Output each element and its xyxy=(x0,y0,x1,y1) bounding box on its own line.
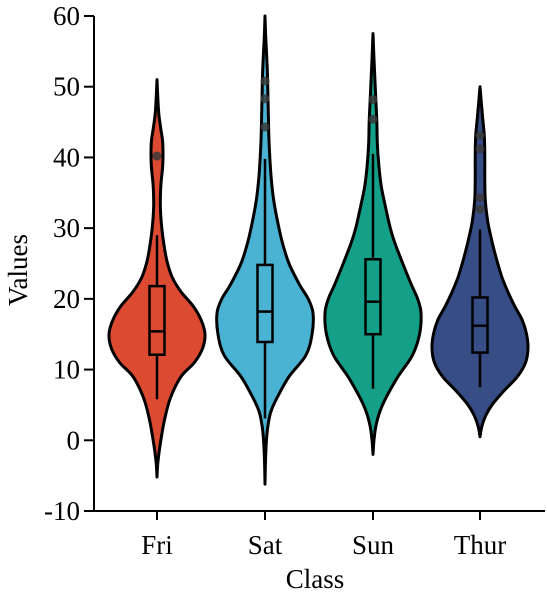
y-tick-label--10: -10 xyxy=(44,496,80,526)
outlier-point-thur-2 xyxy=(475,144,485,154)
outlier-point-thur-0 xyxy=(475,204,485,214)
outlier-point-thur-1 xyxy=(475,193,485,203)
iqr-box-fri xyxy=(148,284,166,356)
x-axis-title: Class xyxy=(286,564,345,594)
x-tick-label-sat: Sat xyxy=(248,530,283,560)
y-tick-label-30: 30 xyxy=(53,213,80,243)
outlier-point-thur-3 xyxy=(475,131,485,141)
y-tick-label-20: 20 xyxy=(53,284,80,314)
y-tick-label-50: 50 xyxy=(53,72,80,102)
outlier-point-sat-1 xyxy=(260,94,270,104)
x-tick-label-sun: Sun xyxy=(352,530,395,560)
y-tick-label-40: 40 xyxy=(53,142,80,172)
outlier-point-fri-0 xyxy=(152,151,162,161)
x-tick-label-thur: Thur xyxy=(454,530,506,560)
violins-layer xyxy=(107,14,530,486)
outlier-point-sat-0 xyxy=(260,122,270,132)
x-tick-label-fri: Fri xyxy=(141,530,173,560)
y-tick-label-10: 10 xyxy=(53,355,80,385)
iqr-box-sun xyxy=(364,258,382,336)
outlier-point-sat-2 xyxy=(260,76,270,86)
axes-layer: -10 0 10 20 30 40 50 60 Fri Sat Sun Thur xyxy=(44,1,545,560)
boxplots-layer xyxy=(148,76,489,419)
y-ticks: -10 0 10 20 30 40 50 60 xyxy=(44,1,94,526)
outlier-point-sun-0 xyxy=(368,114,378,124)
iqr-box-sat xyxy=(256,263,274,344)
y-tick-label-60: 60 xyxy=(53,1,80,31)
x-ticks: Fri Sat Sun Thur xyxy=(141,511,506,560)
y-axis-title: Values xyxy=(3,234,33,306)
outlier-point-sun-1 xyxy=(368,94,378,104)
y-tick-label-0: 0 xyxy=(67,425,81,455)
